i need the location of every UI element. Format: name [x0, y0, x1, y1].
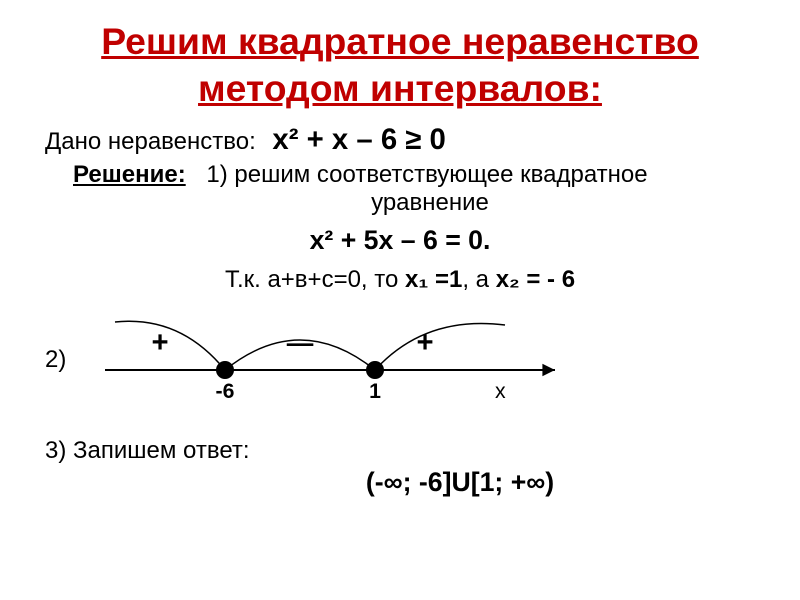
title-line-2: методом интервалов:	[198, 67, 602, 109]
step1-equation: х² + 5х – 6 = 0.	[45, 225, 755, 256]
step1-prefix: 1) решим соответствующее квадратное	[206, 161, 647, 188]
step3-block: 3) Запишем ответ:	[45, 434, 755, 465]
roots-mid: , а	[462, 266, 495, 293]
solution-label: Решение:	[73, 161, 186, 188]
answer-value: (-∞; -6]U[1; +∞)	[45, 467, 755, 498]
step1-cont: уравнение	[45, 189, 755, 217]
svg-text:—: —	[287, 328, 314, 358]
roots-prefix: Т.к. а+в+с=0, то	[225, 266, 405, 293]
step2-row: 2) -61х+—+	[45, 300, 755, 420]
slide-title: Решим квадратное неравенство методом инт…	[45, 18, 755, 111]
step2-label: 2)	[45, 346, 75, 374]
svg-text:+: +	[151, 327, 168, 359]
number-line-svg: -61х+—+	[75, 300, 595, 415]
solution-row: Решение: 1) решим соответствующее квадра…	[45, 161, 755, 189]
roots-x2: х₂ = - 6	[496, 266, 575, 293]
given-expression: х² + х – 6 ≥ 0	[272, 123, 445, 156]
roots-line: Т.к. а+в+с=0, то х₁ =1, а х₂ = - 6	[45, 266, 755, 294]
interval-diagram: -61х+—+	[75, 300, 755, 420]
roots-x1: х₁ =1	[405, 266, 462, 293]
title-line-1: Решим квадратное неравенство	[101, 20, 699, 62]
step3-label: 3) Запишем ответ:	[45, 437, 250, 464]
svg-text:х: х	[495, 379, 506, 403]
given-row: Дано неравенство: х² + х – 6 ≥ 0	[45, 123, 755, 157]
slide: Решим квадратное неравенство методом инт…	[0, 0, 800, 508]
svg-text:-6: -6	[216, 379, 235, 403]
svg-text:1: 1	[369, 379, 381, 403]
given-label: Дано неравенство:	[45, 128, 256, 155]
